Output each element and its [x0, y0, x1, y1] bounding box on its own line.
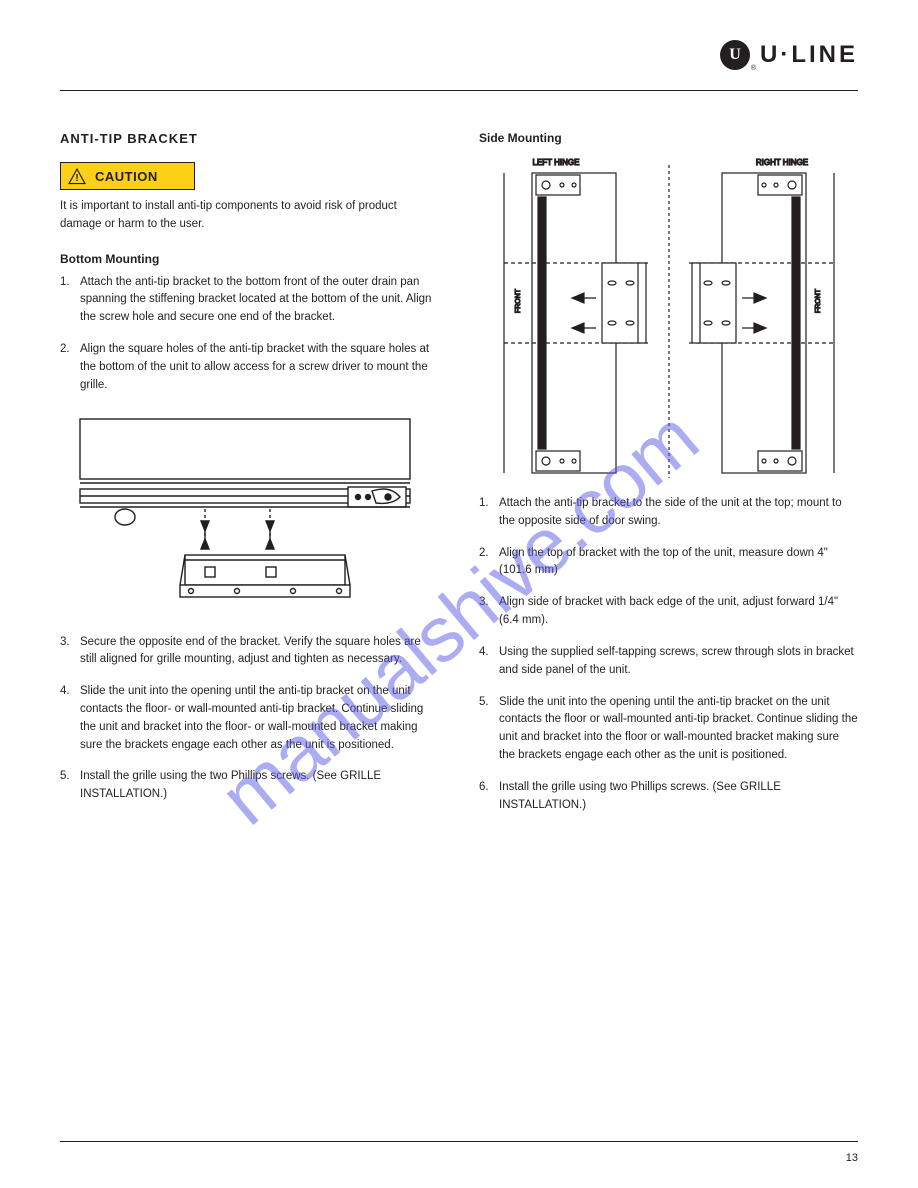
left-hinge-label: LEFT HINGE — [532, 158, 579, 167]
list-item: Attach the anti-tip bracket to the botto… — [60, 274, 439, 327]
right-hinge-label: RIGHT HINGE — [755, 158, 807, 167]
list-item: Align the top of bracket with the top of… — [479, 545, 858, 581]
page-header: ® U·LINE — [60, 40, 858, 80]
section-title: ANTI-TIP BRACKET — [60, 131, 439, 146]
list-item: Install the grille using the two Phillip… — [60, 768, 439, 804]
caution-banner: ! CAUTION — [60, 162, 195, 190]
left-column: ANTI-TIP BRACKET ! CAUTION It is importa… — [60, 131, 439, 828]
svg-text:!: ! — [75, 173, 78, 184]
list-item: Slide the unit into the opening until th… — [479, 694, 858, 765]
footer-divider — [60, 1141, 858, 1142]
caution-label: CAUTION — [95, 169, 158, 184]
bottom-mount-heading: Bottom Mounting — [60, 252, 439, 266]
list-item: Align side of bracket with back edge of … — [479, 594, 858, 630]
list-item: Install the grille using two Phillips sc… — [479, 779, 858, 815]
warning-triangle-icon: ! — [67, 167, 87, 185]
side-mount-diagram: LEFT HINGE — [479, 153, 858, 483]
content-columns: ANTI-TIP BRACKET ! CAUTION It is importa… — [60, 131, 858, 828]
list-item: Align the square holes of the anti-tip b… — [60, 341, 439, 394]
bottom-mount-diagram — [70, 409, 439, 634]
caution-text: It is important to install anti-tip comp… — [60, 198, 439, 234]
brand-name: U·LINE — [760, 41, 858, 69]
list-item: Slide the unit into the opening until th… — [60, 683, 439, 754]
side-mount-steps: Attach the anti-tip bracket to the side … — [479, 495, 858, 814]
page-number: 13 — [846, 1152, 858, 1164]
header-divider — [60, 90, 858, 91]
right-column: Side Mounting LEFT HINGE — [479, 131, 858, 828]
bottom-mount-steps-continued: Secure the opposite end of the bracket. … — [60, 634, 439, 805]
svg-text:FRONT: FRONT — [515, 288, 522, 313]
svg-text:FRONT: FRONT — [815, 288, 822, 313]
list-item: Secure the opposite end of the bracket. … — [60, 634, 439, 670]
list-item: Attach the anti-tip bracket to the side … — [479, 495, 858, 531]
brand-logo: ® U·LINE — [720, 40, 858, 70]
registered-mark: ® — [751, 65, 756, 72]
bottom-mount-steps: Attach the anti-tip bracket to the botto… — [60, 274, 439, 395]
list-item: Using the supplied self-tapping screws, … — [479, 644, 858, 680]
logo-icon: ® — [720, 40, 750, 70]
side-mount-heading: Side Mounting — [479, 131, 858, 145]
